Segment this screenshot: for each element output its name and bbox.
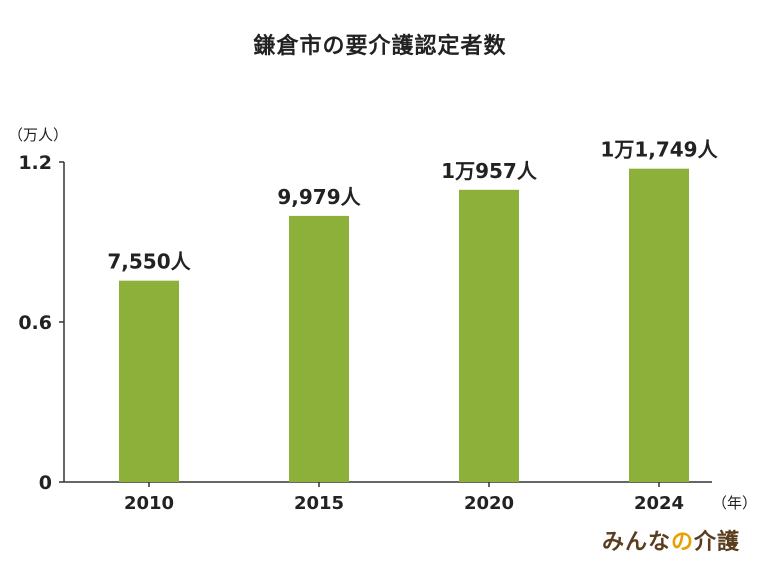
brand-text-3: 介護 bbox=[693, 530, 740, 555]
brand-text-2: の bbox=[670, 530, 694, 555]
chart-title: 鎌倉市の要介護認定者数 bbox=[253, 34, 507, 59]
brand-logo: みんなの介護 bbox=[602, 524, 740, 556]
x-axis-unit-label: （年） bbox=[712, 494, 757, 512]
x-tick-label: 2024 bbox=[634, 493, 684, 514]
x-tick-label: 2015 bbox=[294, 493, 344, 514]
bar-value-label: 9,979人 bbox=[277, 185, 361, 209]
bar-value-label: 1万957人 bbox=[441, 159, 538, 183]
bar bbox=[119, 280, 179, 482]
y-axis-unit-label: （万人） bbox=[8, 126, 68, 144]
brand-text-1: みんな bbox=[601, 530, 671, 555]
bar-value-label: 1万1,749人 bbox=[600, 138, 718, 162]
y-tick-label: 0.6 bbox=[18, 312, 52, 334]
x-tick-label: 2010 bbox=[124, 493, 174, 514]
bar bbox=[459, 189, 519, 482]
y-tick-label: 0 bbox=[39, 472, 52, 494]
bar bbox=[629, 168, 689, 482]
bar-value-label: 7,550人 bbox=[107, 250, 191, 274]
y-tick-label: 1.2 bbox=[18, 152, 52, 174]
bar bbox=[289, 215, 349, 483]
x-tick-label: 2020 bbox=[464, 493, 514, 514]
